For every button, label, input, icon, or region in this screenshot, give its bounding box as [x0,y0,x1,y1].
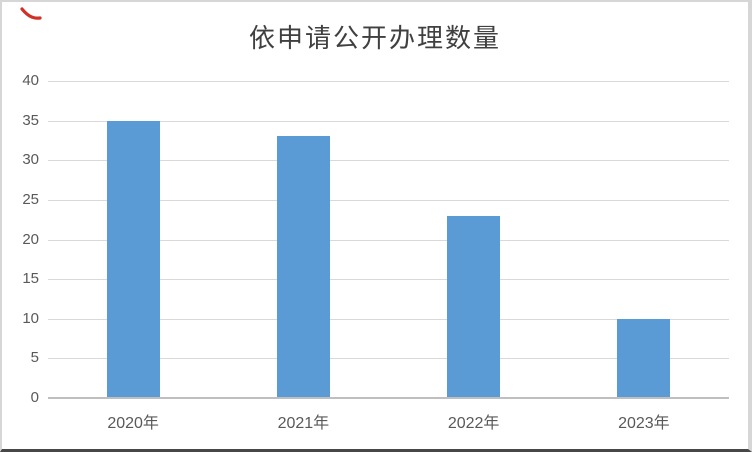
x-axis-labels: 2020年 2021年 2022年 2023年 [48,409,729,433]
bar-column [559,81,729,398]
x-axis-tick-label: 2020年 [107,415,159,432]
gridline [48,160,729,162]
gridline [48,318,729,320]
bar-2021年 [276,136,330,398]
bar-2022年 [447,215,501,398]
bar-column [389,81,559,398]
bar-2023年 [617,318,671,398]
gridline [48,239,729,241]
x-axis-tick-label: 2022年 [447,415,500,432]
gridline [48,358,729,360]
bar-series [48,81,729,398]
x-axis-tick-label: 2021年 [277,415,330,432]
chart-title: 依申请公开办理数量 [248,23,501,53]
x-axis-tick-label: 2023年 [618,415,670,432]
bar-column [48,81,218,398]
y-axis-tick-label: 10 [22,309,39,327]
gridline [48,81,729,82]
x-axis-line [48,397,729,399]
y-axis-tick-label: 5 [30,349,39,367]
y-axis-tick-label: 20 [22,230,39,248]
y-axis-tick-label: 30 [22,151,39,169]
gridline [48,199,729,201]
y-axis-tick-label: 25 [22,190,39,208]
gridline [48,120,729,122]
bar-column [218,81,388,398]
gridline [48,279,729,281]
y-axis-tick-label: 15 [22,270,39,288]
y-axis-tick-label: 0 [30,389,39,406]
plot-area: 0 5 10 15 20 25 30 35 40 2020年 2021年 2022年 2023年 [22,72,729,432]
y-axis-tick-label: 40 [22,72,39,89]
bar-2020年 [106,120,160,398]
y-axis-tick-label: 35 [22,111,39,129]
